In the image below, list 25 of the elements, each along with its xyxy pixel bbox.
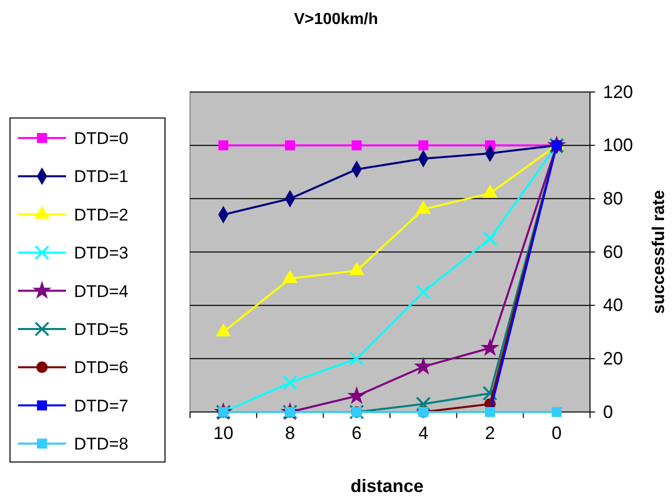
- legend-label: DTD=2: [74, 205, 128, 224]
- y-tick-label: 40: [603, 295, 624, 316]
- x-tick-label: 4: [418, 422, 428, 443]
- y-axis-title: successful rate: [649, 190, 668, 314]
- y-tick-label: 60: [603, 242, 624, 262]
- legend-label: DTD=8: [74, 434, 128, 454]
- legend-label: DTD=7: [74, 396, 128, 416]
- legend-label: DTD=6: [74, 358, 128, 378]
- x-tick-label: 8: [284, 422, 296, 443]
- x-tick-label: 0: [552, 422, 562, 443]
- chart-title: V>100km/h: [294, 11, 378, 28]
- legend-label: DTD=4: [74, 282, 128, 301]
- legend-label: DTD=1: [74, 167, 128, 186]
- y-tick-label: 20: [603, 348, 624, 368]
- x-tick-label: 6: [352, 422, 362, 443]
- x-tick-label: 2: [484, 422, 496, 443]
- y-tick-label: 80: [603, 188, 624, 208]
- x-tick-label: 10: [213, 422, 234, 443]
- legend-label: DTD=3: [74, 244, 128, 263]
- y-tick-label: 100: [603, 135, 634, 156]
- y-tick-label: 120: [603, 82, 634, 102]
- legend-label: DTD=0: [74, 129, 128, 148]
- y-tick-label: 0: [603, 402, 614, 422]
- legend-label: DTD=5: [74, 320, 128, 339]
- x-axis-title: distance: [350, 476, 424, 496]
